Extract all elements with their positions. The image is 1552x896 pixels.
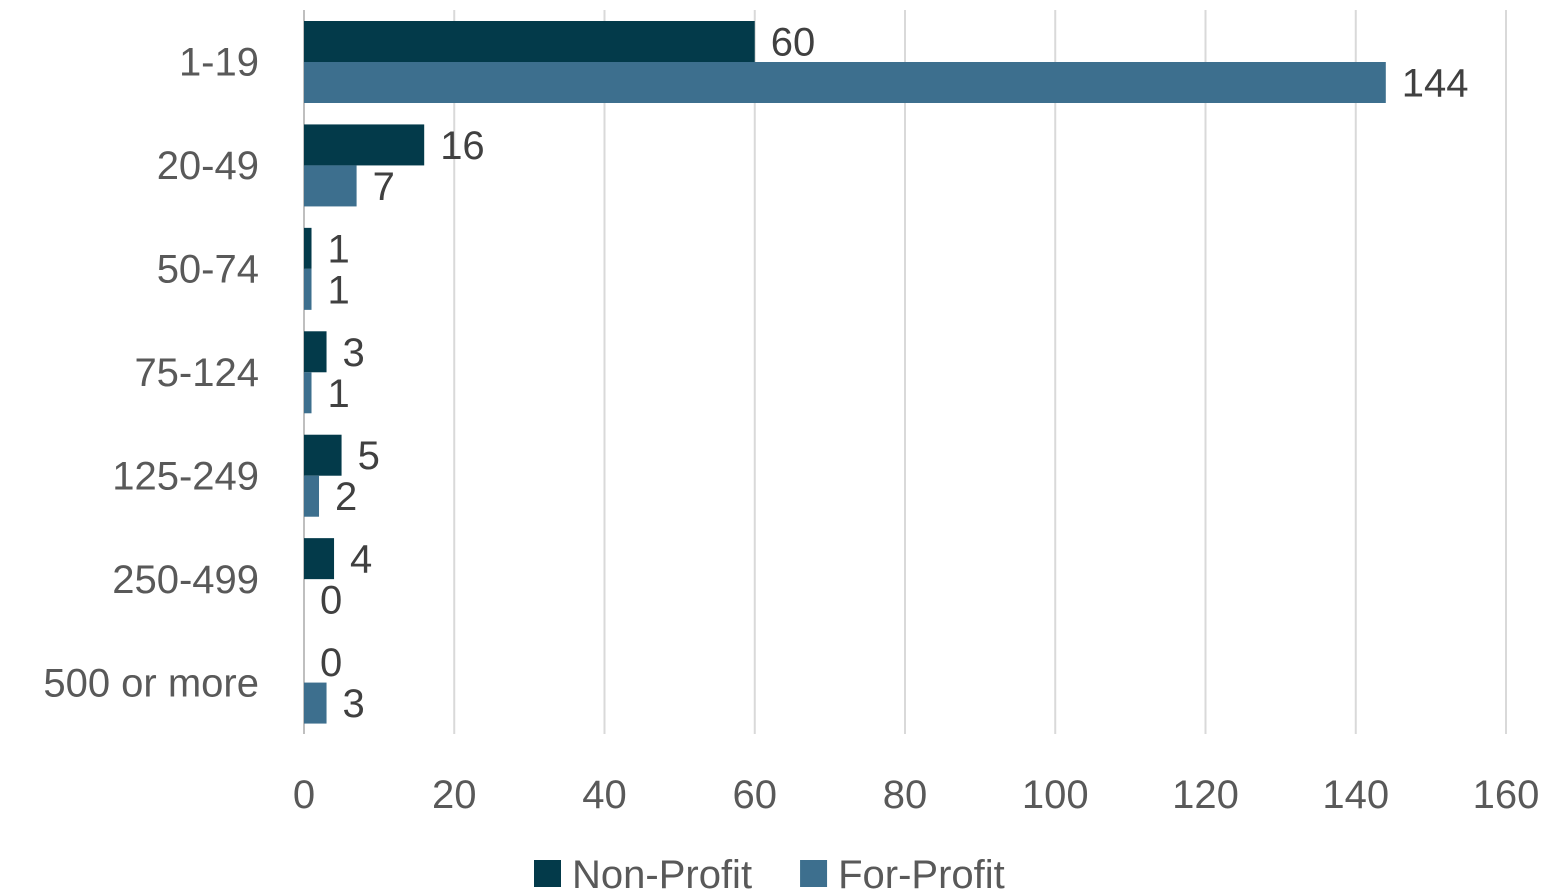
data-label: 0 <box>320 641 342 685</box>
x-tick-label: 20 <box>432 773 477 817</box>
x-tick-label: 40 <box>582 773 627 817</box>
x-tick-label: 120 <box>1172 773 1239 817</box>
category-label: 50-74 <box>157 248 259 292</box>
value-axis: 0 20 40 60 80 100 120 140 160 <box>293 773 1540 817</box>
data-label: 5 <box>358 434 380 478</box>
data-label: 60 <box>771 21 816 65</box>
gridlines <box>303 10 1507 734</box>
bar-for-profit <box>304 475 320 517</box>
bar-non-profit <box>304 227 312 269</box>
category-label: 20-49 <box>157 144 259 188</box>
bar-for-profit <box>304 165 357 207</box>
data-label: 4 <box>350 538 372 582</box>
data-label: 1 <box>328 372 350 416</box>
category-label: 75-124 <box>134 351 259 395</box>
x-tick-label: 60 <box>733 773 778 817</box>
data-label: 3 <box>343 331 365 375</box>
legend-swatch <box>800 860 828 887</box>
bar-for-profit <box>304 682 327 724</box>
bar-non-profit <box>304 124 425 166</box>
bar-for-profit <box>304 268 312 310</box>
data-label: 1 <box>328 227 350 271</box>
bar-non-profit <box>304 21 755 62</box>
category-label: 500 or more <box>43 661 259 705</box>
x-tick-label: 100 <box>1022 773 1089 817</box>
category-label: 1-19 <box>179 41 259 85</box>
bar-non-profit <box>304 538 335 580</box>
x-tick-label: 0 <box>293 773 315 817</box>
legend-label: For-Profit <box>838 853 1005 891</box>
bar-for-profit <box>304 372 312 414</box>
category-label: 125-249 <box>112 454 259 498</box>
category-axis: 1-19 20-49 50-74 75-124 125-249 250-499 500 or… <box>43 41 259 706</box>
x-tick-label: 80 <box>883 773 928 817</box>
data-label: 0 <box>320 579 342 623</box>
bar-for-profit <box>304 62 1386 103</box>
category-label: 250-499 <box>112 558 259 602</box>
data-label: 144 <box>1402 62 1469 106</box>
data-label: 2 <box>335 475 357 519</box>
data-label: 7 <box>373 165 395 209</box>
legend-label: Non-Profit <box>572 853 752 891</box>
x-tick-label: 140 <box>1322 773 1389 817</box>
data-label: 1 <box>328 268 350 312</box>
legend-swatch <box>534 860 561 887</box>
data-label: 16 <box>440 124 485 168</box>
x-tick-label: 160 <box>1473 773 1540 817</box>
bar-non-profit <box>304 434 342 476</box>
legend: Non-Profit For-Profit <box>534 853 1005 896</box>
data-label: 3 <box>343 682 365 726</box>
bars <box>304 21 1386 724</box>
bar-non-profit <box>304 331 327 373</box>
